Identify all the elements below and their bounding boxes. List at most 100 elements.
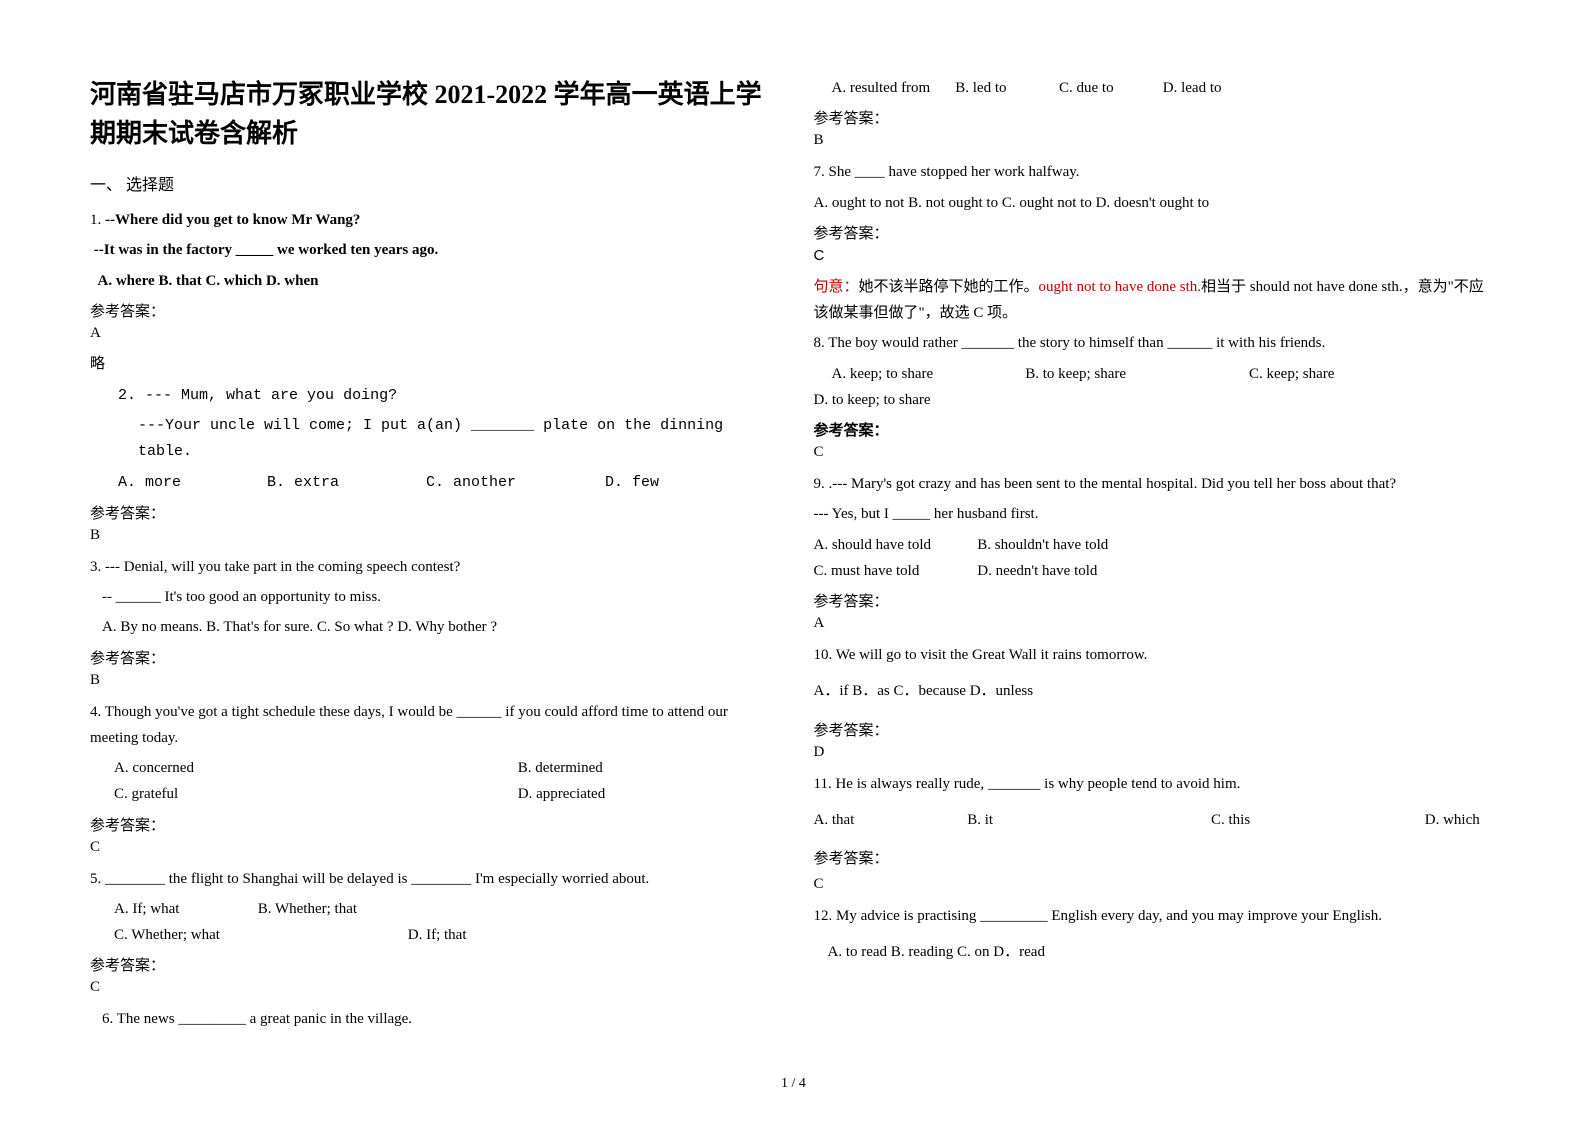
explain-text: ought not to have done sth. — [1039, 279, 1201, 295]
opt: D. lead to — [1163, 75, 1222, 101]
document-title: 河南省驻马店市万冢职业学校 2021-2022 学年高一英语上学期期末试卷含解析 — [90, 75, 774, 153]
q-num: 2. — [118, 387, 136, 404]
q2-opts: A. more B. extra C. another D. few — [90, 470, 774, 496]
q8-opts: A. keep; to share B. to keep; share C. k… — [814, 361, 1498, 414]
answer: D — [814, 744, 1498, 761]
q-text: He is always really rude, _______ is why… — [835, 776, 1240, 792]
opt: B. extra — [267, 470, 417, 496]
answer: C — [814, 247, 1498, 264]
q-num: 6. — [102, 1011, 113, 1027]
q3-line2: -- ______ It's too good an opportunity t… — [90, 584, 774, 610]
q4-opts-row1: A. concerned B. determined — [90, 755, 774, 781]
q-num: 4. — [90, 704, 101, 720]
page-number: 1 / 4 — [0, 1076, 1587, 1092]
q6-opts: A. resulted from B. led to C. due to D. … — [814, 75, 1498, 101]
q-text: The news _________ a great panic in the … — [117, 1011, 412, 1027]
answer-label: 参考答案： — [814, 719, 1498, 740]
answer: C — [814, 444, 1498, 461]
opt: D. appreciated — [518, 781, 605, 807]
opt: C. must have told — [814, 558, 974, 584]
question-1: 1. --Where did you get to know Mr Wang? — [90, 207, 774, 233]
answer: A — [90, 325, 774, 342]
q-text: --- Denial, will you take part in the co… — [105, 559, 460, 575]
q-text: Though you've got a tight schedule these… — [90, 704, 728, 746]
question-6: 6. The news _________ a great panic in t… — [90, 1006, 774, 1032]
answer: B — [90, 672, 774, 689]
q-text: --It was in the factory _____ we worked … — [94, 242, 439, 258]
opt: D. to keep; to share — [814, 387, 931, 413]
answer-extra: 略 — [90, 352, 774, 373]
opt: C. Whether; what — [90, 922, 404, 948]
answer-label: 参考答案： — [90, 300, 774, 321]
opt: D. which — [1425, 807, 1480, 833]
opt: A. If; what — [90, 896, 254, 922]
opt: C. this — [1211, 807, 1421, 833]
opt: A. that — [814, 807, 964, 833]
q7-opts: A. ought to not B. not ought to C. ought… — [814, 190, 1498, 216]
q-text: The boy would rather _______ the story t… — [828, 335, 1325, 351]
q-num: 12. — [814, 908, 833, 924]
question-7: 7. She ____ have stopped her work halfwa… — [814, 159, 1498, 185]
answer: B — [90, 527, 774, 544]
q9-line2: --- Yes, but I _____ her husband first. — [814, 501, 1498, 527]
answer-label: 参考答案： — [814, 419, 1498, 440]
q-num: 3. — [90, 559, 101, 575]
opt: D. If; that — [408, 922, 467, 948]
opt: B. shouldn't have told — [977, 532, 1108, 558]
opt: C. keep; share — [1249, 361, 1459, 387]
answer-label: 参考答案： — [814, 847, 1498, 868]
q5-opts-row2: C. Whether; what D. If; that — [90, 922, 774, 948]
question-3: 3. --- Denial, will you take part in the… — [90, 554, 774, 580]
answer-label: 参考答案： — [814, 590, 1498, 611]
answer: C — [814, 876, 1498, 893]
opt: A. resulted from — [832, 75, 952, 101]
opt: D. few — [605, 470, 659, 496]
question-2: 2. --- Mum, what are you doing? — [90, 383, 774, 409]
section-header: 一、 选择题 — [90, 171, 774, 195]
answer: C — [90, 979, 774, 996]
q7-explain: 句意：她不该半路停下她的工作。ought not to have done st… — [814, 274, 1498, 327]
question-12: 12. My advice is practising _________ En… — [814, 903, 1498, 929]
q9-opts-row1: A. should have told B. shouldn't have to… — [814, 532, 1498, 558]
q-text: --- Mum, what are you doing? — [145, 387, 397, 404]
q-num: 10. — [814, 647, 833, 663]
opt: C. due to — [1059, 75, 1159, 101]
explain-prefix: 句意： — [814, 279, 859, 295]
opt: B. to keep; share — [1025, 361, 1245, 387]
exam-page: 河南省驻马店市万冢职业学校 2021-2022 学年高一英语上学期期末试卷含解析… — [0, 0, 1587, 1122]
q-text: .--- Mary's got crazy and has been sent … — [829, 476, 1397, 492]
opt: B. Whether; that — [258, 896, 357, 922]
two-column-layout: 河南省驻马店市万冢职业学校 2021-2022 学年高一英语上学期期末试卷含解析… — [90, 75, 1497, 1037]
q-num: 1. — [90, 212, 101, 228]
answer-label: 参考答案： — [90, 814, 774, 835]
opt: A. concerned — [90, 755, 514, 781]
answer: A — [814, 615, 1498, 632]
question-5: 5. ________ the flight to Shanghai will … — [90, 866, 774, 892]
q5-opts-row1: A. If; what B. Whether; that — [90, 896, 774, 922]
q-text: We will go to visit the Great Wall it ra… — [836, 647, 1148, 663]
question-8: 8. The boy would rather _______ the stor… — [814, 330, 1498, 356]
question-9: 9. .--- Mary's got crazy and has been se… — [814, 471, 1498, 497]
q-num: 9. — [814, 476, 825, 492]
q2-line2: ---Your uncle will come; I put a(an) ___… — [90, 413, 774, 466]
opt: B. led to — [955, 75, 1055, 101]
q4-opts-row2: C. grateful D. appreciated — [90, 781, 774, 807]
question-4: 4. Though you've got a tight schedule th… — [90, 699, 774, 752]
explain-text: 她不该半路停下她的工作。 — [859, 279, 1039, 295]
q-text: My advice is practising _________ Englis… — [836, 908, 1382, 924]
opt: A. should have told — [814, 532, 974, 558]
q1-opts: A. where B. that C. which D. when — [90, 268, 774, 294]
opt: B. it — [967, 807, 1207, 833]
options: A. where B. that C. which D. when — [98, 273, 319, 289]
question-11: 11. He is always really rude, _______ is… — [814, 771, 1498, 797]
answer-label: 参考答案： — [90, 502, 774, 523]
answer-label: 参考答案： — [90, 954, 774, 975]
q-text: ________ the flight to Shanghai will be … — [105, 871, 649, 887]
answer-label: 参考答案： — [90, 647, 774, 668]
q-num: 11. — [814, 776, 832, 792]
q-num: 7. — [814, 164, 825, 180]
question-10: 10. We will go to visit the Great Wall i… — [814, 642, 1498, 668]
q-text: --Where did you get to know Mr Wang? — [105, 212, 360, 228]
q1-line2: --It was in the factory _____ we worked … — [90, 237, 774, 263]
answer-label: 参考答案： — [814, 222, 1498, 243]
